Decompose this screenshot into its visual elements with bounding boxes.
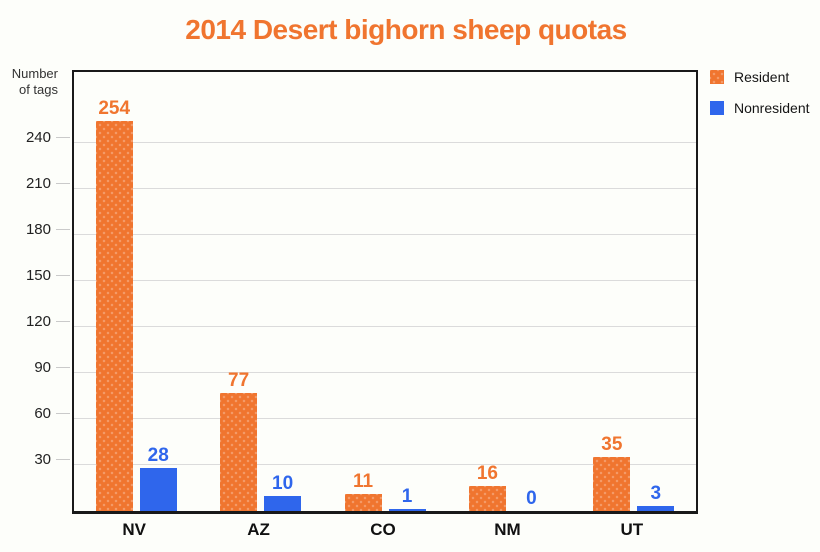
- bar-resident-az: [220, 393, 258, 511]
- bar-resident-co: [344, 494, 382, 511]
- value-label-resident-nm: 16: [476, 463, 498, 484]
- y-tick-mark: [56, 229, 70, 231]
- plot-area: 254 28 77 10 11 1 16 0 35 3: [72, 70, 698, 514]
- y-tick-label: 180: [25, 221, 51, 239]
- value-label-nonresident-az: 10: [272, 473, 294, 494]
- x-label-ut: UT: [620, 520, 644, 539]
- bar-nonresident-ut: [637, 506, 675, 511]
- value-label-resident-az: 77: [228, 370, 250, 391]
- gridline-120: [74, 325, 696, 327]
- y-axis-ticks: 30 60 90 120 150 180 210 240: [0, 0, 70, 552]
- gridline-30: [74, 464, 696, 465]
- legend-label: Resident: [734, 69, 790, 85]
- legend-swatch-nonresident: [710, 101, 724, 115]
- bar-groups: 254 28 77 10 11 1 16 0 35 3: [74, 72, 696, 511]
- chart-title: 2014 Desert bighorn sheep quotas: [185, 14, 627, 45]
- legend-swatch-resident: [710, 70, 724, 84]
- value-label-resident-nv: 254: [98, 98, 131, 119]
- y-tick-150: 150: [0, 267, 70, 285]
- y-tick-label: 120: [25, 313, 51, 331]
- bar-column-resident-nm: 16: [468, 463, 506, 511]
- bar-group-az: 77 10: [198, 72, 322, 511]
- bar-column-resident-az: 77: [220, 370, 258, 511]
- y-tick-label: 150: [25, 267, 51, 285]
- y-tick-mark: [56, 275, 70, 277]
- value-label-nonresident-nv: 28: [147, 445, 169, 466]
- bar-column-resident-ut: 35: [593, 434, 631, 511]
- gridline-150: [74, 279, 696, 281]
- y-tick-mark: [56, 321, 70, 323]
- bar-column-resident-co: 11: [344, 471, 382, 511]
- x-label-nv: NV: [122, 520, 147, 539]
- x-label-nm: NM: [494, 520, 521, 539]
- y-tick-mark: [56, 367, 70, 369]
- value-label-nonresident-co: 1: [401, 486, 413, 507]
- value-label-resident-co: 11: [352, 471, 374, 492]
- bar-nonresident-co: [388, 509, 426, 511]
- y-tick-label: 60: [34, 405, 51, 423]
- x-label-co: CO: [370, 520, 396, 539]
- gridline-240: [74, 141, 696, 143]
- bar-group-ut: 35 3: [572, 72, 696, 511]
- legend-label: Nonresident: [734, 100, 810, 116]
- y-tick-label: 90: [34, 359, 51, 377]
- y-axis-title: Number of tags: [11, 66, 58, 97]
- bar-column-nonresident-nm: 0: [513, 489, 550, 511]
- gridline-180: [74, 233, 696, 235]
- y-tick-30: 30: [0, 451, 70, 469]
- bar-group-nm: 16 0: [447, 72, 571, 511]
- y-tick-60: 60: [0, 405, 70, 423]
- bar-nonresident-nv: [139, 468, 177, 511]
- y-tick-240: 240: [0, 129, 70, 147]
- y-tick-label: 240: [25, 129, 51, 147]
- bar-nonresident-az: [264, 496, 302, 511]
- y-tick-label: 210: [25, 175, 51, 193]
- y-tick-210: 210: [0, 175, 70, 193]
- bar-group-nv: 254 28: [74, 72, 198, 511]
- x-axis-labels: NV AZ CO NM UT: [72, 520, 694, 540]
- bar-column-nonresident-nv: 28: [139, 445, 177, 511]
- bar-group-co: 11 1: [323, 72, 447, 511]
- y-tick-120: 120: [0, 313, 70, 331]
- y-tick-mark: [56, 183, 70, 185]
- bar-resident-nv: [95, 121, 133, 511]
- bar-column-nonresident-az: 10: [264, 473, 302, 511]
- bar-column-nonresident-co: 1: [388, 486, 426, 511]
- bar-column-nonresident-ut: 3: [637, 483, 675, 511]
- legend: Resident Nonresident: [710, 70, 810, 132]
- y-tick-label: 30: [34, 451, 51, 469]
- value-label-resident-ut: 35: [601, 434, 623, 455]
- gridline-60: [74, 418, 696, 419]
- legend-item-resident: Resident: [710, 70, 810, 84]
- gridline-90: [74, 371, 696, 373]
- y-tick-180: 180: [0, 221, 70, 239]
- value-label-nonresident-ut: 3: [650, 483, 662, 504]
- x-label-az: AZ: [247, 520, 270, 539]
- y-tick-mark: [56, 137, 70, 139]
- y-tick-mark: [56, 459, 70, 461]
- value-label-nonresident-nm: 0: [526, 488, 537, 509]
- bar-resident-ut: [593, 457, 631, 511]
- legend-item-nonresident: Nonresident: [710, 101, 810, 115]
- y-tick-mark: [56, 413, 70, 415]
- bar-column-resident-nv: 254: [95, 98, 133, 511]
- gridline-210: [74, 187, 696, 189]
- y-tick-90: 90: [0, 359, 70, 377]
- bar-resident-nm: [468, 486, 506, 511]
